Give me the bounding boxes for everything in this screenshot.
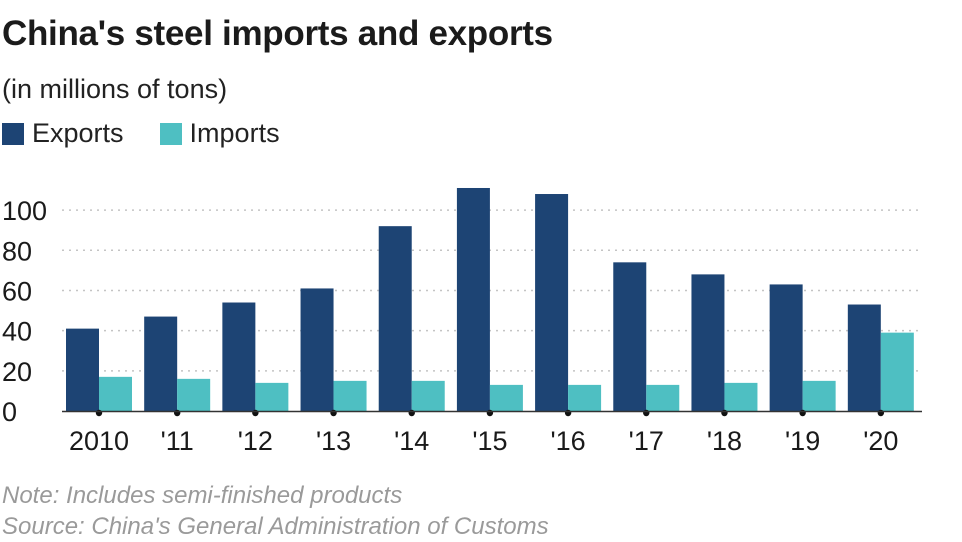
bar-imports-9 [802,380,836,411]
bar-exports-2 [222,302,256,411]
bar-exports-4 [378,226,412,411]
y-tick-label: 60 [2,276,32,306]
x-tick-label: '11 [161,426,194,456]
bar-exports-10 [847,304,881,411]
chart-subtitle: (in millions of tons) [2,74,228,104]
bar-exports-5 [456,187,490,411]
bar-exports-1 [144,316,178,411]
x-tick-label: '20 [863,426,898,456]
bar-exports-0 [66,328,99,411]
bar-exports-3 [300,288,334,411]
bar-imports-10 [880,332,914,411]
legend-item-imports: Imports [159,118,280,149]
chart-notes: Note: Includes semi-finished products So… [2,480,549,542]
chart-title: China's steel imports and exports [2,14,553,53]
bar-imports-4 [411,380,445,411]
legend-label-imports: Imports [189,118,280,148]
y-tick-label: 100 [2,196,47,226]
x-tick-label: '16 [550,426,585,456]
bar-imports-6 [568,384,602,411]
x-tick-label: 2010 [69,426,129,456]
y-tick-label: 0 [2,397,17,427]
bar-exports-9 [769,284,803,411]
legend-item-exports: Exports [2,118,124,149]
x-tick-label: '14 [394,426,429,456]
bar-imports-2 [255,382,289,411]
x-tick-label: '18 [707,426,742,456]
bar-imports-3 [333,380,367,411]
y-tick-label: 80 [2,236,32,266]
source-text: Source: China's General Administration o… [2,513,549,540]
legend-swatch-imports [159,122,182,145]
y-tick-label: 20 [2,357,32,387]
bar-exports-7 [613,262,647,411]
note-text: Note: Includes semi-finished products [2,482,403,509]
x-tick-label: '13 [316,426,351,456]
x-tick-label: '12 [238,426,273,456]
bar-imports-5 [489,384,523,411]
bar-imports-1 [177,378,211,411]
bar-imports-0 [99,376,132,411]
bar-exports-6 [535,194,569,411]
bar-imports-7 [646,384,680,411]
x-tick-label: '17 [629,426,664,456]
bar-imports-8 [724,382,758,411]
legend-swatch-exports [2,122,24,145]
legend: Exports Imports [2,118,316,149]
legend-label-exports: Exports [32,118,124,148]
x-tick-label: '15 [472,426,507,456]
y-tick-label: 40 [2,317,32,347]
x-tick-label: '19 [785,426,820,456]
bar-exports-8 [691,274,725,411]
